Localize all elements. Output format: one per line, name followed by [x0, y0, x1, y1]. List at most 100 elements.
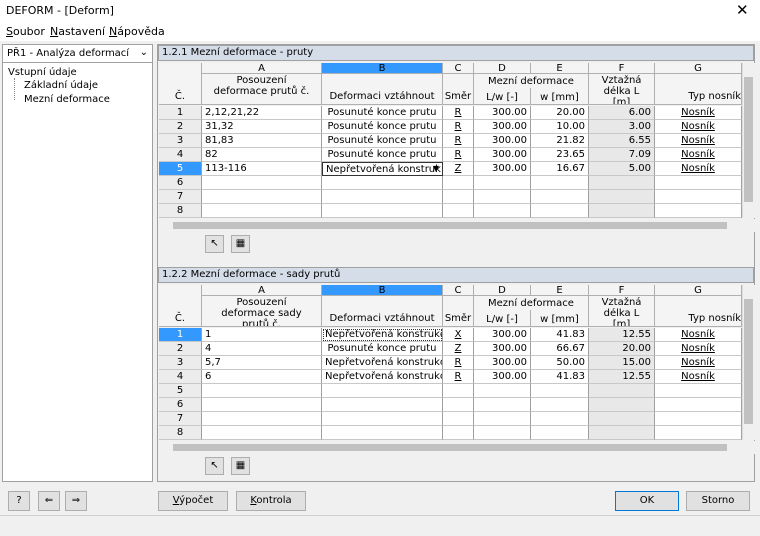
table-cell[interactable]: Posunuté konce prutu — [322, 106, 443, 120]
empty-cell[interactable] — [655, 398, 742, 412]
empty-cell[interactable] — [531, 190, 589, 204]
empty-cell[interactable] — [322, 176, 443, 190]
row-number[interactable]: 7 — [159, 412, 202, 426]
table-cell[interactable]: 20.00 — [589, 342, 655, 356]
empty-cell[interactable] — [474, 398, 531, 412]
import-button[interactable]: ⇐ — [38, 491, 60, 511]
table-cell[interactable]: Nosník — [655, 342, 742, 356]
table-cell[interactable]: Nepřetvořená konstrukce — [322, 370, 443, 384]
table-cell[interactable]: 300.00 — [474, 120, 531, 134]
table-cell[interactable]: 10.00 — [531, 120, 589, 134]
table-cell[interactable]: R — [443, 106, 474, 120]
tree-root[interactable]: Vstupní údaje — [8, 67, 77, 78]
scroll-thumb[interactable] — [744, 299, 753, 424]
row-number[interactable]: 6 — [159, 398, 202, 412]
tool-button[interactable]: ↖ — [205, 457, 224, 475]
table-cell[interactable]: 12.55 — [589, 328, 655, 342]
empty-cell[interactable] — [474, 426, 531, 440]
empty-cell[interactable] — [322, 426, 443, 440]
table-cell[interactable]: Nepřetvořená konstruk — [322, 162, 443, 176]
empty-cell[interactable] — [322, 384, 443, 398]
table-cell[interactable]: 300.00 — [474, 134, 531, 148]
table-cell[interactable]: R — [443, 120, 474, 134]
tool-button[interactable]: ▦ — [231, 457, 250, 475]
empty-cell[interactable] — [474, 204, 531, 218]
empty-cell[interactable] — [589, 190, 655, 204]
table-cell[interactable]: 20.00 — [531, 106, 589, 120]
table-cell[interactable]: 50.00 — [531, 356, 589, 370]
row-number[interactable]: 2 — [159, 342, 202, 356]
empty-cell[interactable] — [655, 426, 742, 440]
table-cell[interactable]: X — [443, 328, 474, 342]
empty-cell[interactable] — [589, 384, 655, 398]
table-cell[interactable]: R — [443, 356, 474, 370]
empty-cell[interactable] — [443, 384, 474, 398]
cancel-button[interactable]: Storno — [686, 491, 750, 511]
table-cell[interactable]: 7.09 — [589, 148, 655, 162]
table-cell[interactable]: 1 — [202, 328, 322, 342]
empty-cell[interactable] — [474, 412, 531, 426]
table-cell[interactable]: Posunuté konce prutu — [322, 120, 443, 134]
empty-cell[interactable] — [655, 412, 742, 426]
table-cell[interactable]: Z — [443, 162, 474, 176]
row-number[interactable]: 1 — [159, 106, 202, 120]
row-number[interactable]: 8 — [159, 204, 202, 218]
row-number[interactable]: 5 — [159, 384, 202, 398]
table-cell[interactable]: 300.00 — [474, 106, 531, 120]
menu-item[interactable]: Soubor — [6, 25, 45, 38]
empty-cell[interactable] — [655, 190, 742, 204]
table-cell[interactable]: Nosník — [655, 328, 742, 342]
empty-cell[interactable] — [655, 204, 742, 218]
table-cell[interactable]: 300.00 — [474, 342, 531, 356]
empty-cell[interactable] — [202, 412, 322, 426]
row-number[interactable]: 4 — [159, 370, 202, 384]
scroll-thumb[interactable] — [173, 222, 727, 229]
table-cell[interactable]: 300.00 — [474, 148, 531, 162]
table-cell[interactable]: 15.00 — [589, 356, 655, 370]
ok-button[interactable]: OK — [615, 491, 679, 511]
row-number[interactable]: 3 — [159, 356, 202, 370]
table-cell[interactable]: 300.00 — [474, 328, 531, 342]
empty-cell[interactable] — [202, 176, 322, 190]
row-number[interactable]: 1 — [159, 328, 202, 342]
table-cell[interactable]: Posunuté konce prutu — [322, 134, 443, 148]
table-cell[interactable]: 82 — [202, 148, 322, 162]
table-cell[interactable]: 113-116 — [202, 162, 322, 176]
table-cell[interactable]: Nepřetvořená konstrukce — [322, 328, 443, 342]
empty-cell[interactable] — [531, 176, 589, 190]
empty-cell[interactable] — [202, 384, 322, 398]
help-button[interactable]: ? — [8, 491, 30, 511]
empty-cell[interactable] — [655, 384, 742, 398]
table-cell[interactable]: Nosník — [655, 134, 742, 148]
empty-cell[interactable] — [202, 426, 322, 440]
table-cell[interactable]: 41.83 — [531, 370, 589, 384]
table-cell[interactable]: Nosník — [655, 106, 742, 120]
empty-cell[interactable] — [443, 398, 474, 412]
table-cell[interactable]: 66.67 — [531, 342, 589, 356]
row-number[interactable]: 2 — [159, 120, 202, 134]
table-cell[interactable]: 41.83 — [531, 328, 589, 342]
table-cell[interactable]: 300.00 — [474, 370, 531, 384]
check-button[interactable]: Kontrola — [236, 491, 306, 511]
table-cell[interactable]: R — [443, 148, 474, 162]
table-cell[interactable]: 300.00 — [474, 162, 531, 176]
empty-cell[interactable] — [322, 398, 443, 412]
empty-cell[interactable] — [443, 412, 474, 426]
empty-cell[interactable] — [474, 384, 531, 398]
empty-cell[interactable] — [202, 204, 322, 218]
table-cell[interactable]: 4 — [202, 342, 322, 356]
empty-cell[interactable] — [531, 398, 589, 412]
row-number[interactable]: 6 — [159, 176, 202, 190]
empty-cell[interactable] — [443, 176, 474, 190]
table-cell[interactable]: 5.00 — [589, 162, 655, 176]
empty-cell[interactable] — [531, 204, 589, 218]
table-cell[interactable]: Nosník — [655, 370, 742, 384]
export-button[interactable]: ⇒ — [65, 491, 87, 511]
table-cell[interactable]: Nosník — [655, 148, 742, 162]
table-cell[interactable]: 81,83 — [202, 134, 322, 148]
empty-cell[interactable] — [322, 204, 443, 218]
tool-button[interactable]: ↖ — [205, 235, 224, 253]
table-cell[interactable]: 6.55 — [589, 134, 655, 148]
table-cell[interactable]: Nosník — [655, 162, 742, 176]
table-cell[interactable]: Z — [443, 342, 474, 356]
